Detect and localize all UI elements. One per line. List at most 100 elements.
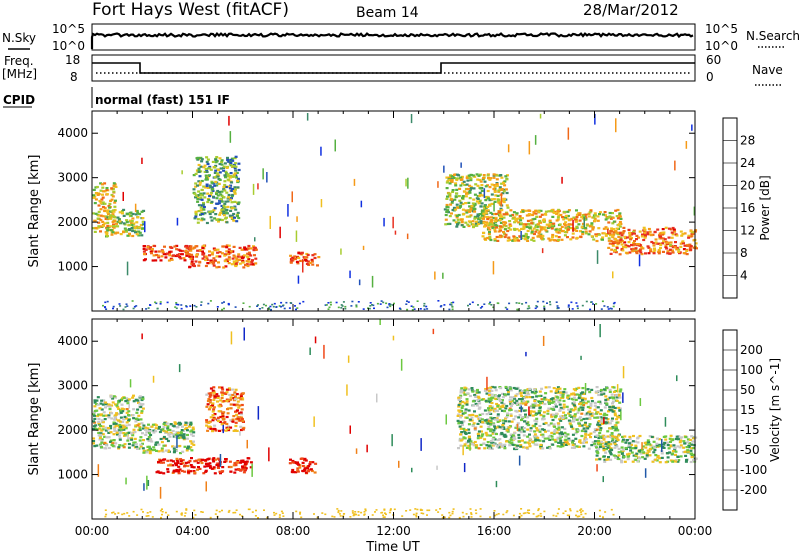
power-ground-cell: [542, 300, 545, 303]
power-streak: [541, 248, 544, 254]
velocity-cell: [531, 414, 535, 417]
power-cell: [168, 252, 172, 255]
velocity-cell: [506, 414, 509, 417]
velocity-cell: [471, 424, 475, 427]
velocity-cell: [239, 468, 242, 471]
power-cell: [445, 205, 449, 208]
velocity-ground-cell: [389, 508, 392, 510]
power-cell: [209, 186, 213, 189]
power-cell: [459, 184, 463, 187]
freq-tick-top: 18: [65, 53, 80, 67]
velocity-streak: [584, 383, 587, 393]
velocity-cell: [157, 443, 161, 446]
power-cell: [195, 253, 199, 256]
velocity-cell: [609, 458, 613, 461]
power-cell: [497, 211, 501, 214]
velocity-cell: [529, 427, 533, 430]
velocity-cell: [460, 387, 464, 390]
velocity-cell: [584, 430, 588, 433]
power-cell: [135, 225, 139, 228]
velocity-cell: [539, 445, 543, 448]
velocity-cell: [92, 437, 96, 440]
velocity-cell: [535, 395, 539, 398]
freq-panel: Freq. [MHz] 18 8 60 0 Nave: [2, 53, 783, 86]
power-cell: [614, 209, 618, 212]
velocity-cell: [177, 469, 181, 472]
velocity-cell: [577, 417, 581, 420]
power-cell: [681, 240, 685, 243]
power-cell: [227, 258, 231, 261]
power-cell: [490, 222, 494, 225]
velocity-cell: [459, 433, 462, 436]
velocity-cell: [473, 393, 477, 397]
velocity-cell: [526, 435, 530, 438]
velocity-cell: [97, 420, 101, 423]
velocity-cell: [617, 416, 621, 419]
power-cell: [151, 259, 155, 262]
velocity-cell: [656, 456, 660, 459]
velocity-cell: [613, 436, 617, 439]
velocity-cell: [638, 450, 642, 454]
velocity-cell: [547, 435, 551, 438]
velocity-cell: [485, 413, 489, 416]
power-cell: [548, 219, 552, 222]
velocity-cell: [114, 413, 118, 416]
velocity-cell: [595, 416, 599, 419]
velocity-cell: [588, 416, 592, 419]
power-cell: [97, 214, 101, 217]
velocity-cell: [501, 419, 505, 422]
velocity-cell: [235, 413, 239, 416]
power-cell: [533, 232, 536, 236]
velocity-cell: [538, 430, 542, 433]
velocity-cell: [529, 429, 533, 432]
velocity-cell: [528, 412, 532, 415]
velocity-cell: [132, 428, 136, 431]
power-cell: [488, 186, 492, 189]
velocity-cell: [172, 470, 176, 473]
velocity-cell: [679, 444, 683, 447]
power-cell: [178, 256, 182, 259]
power-cell: [557, 228, 561, 231]
velocity-ground-cell: [114, 513, 117, 515]
velocity-ground-cell: [414, 508, 417, 510]
power-cell: [506, 229, 510, 233]
power-data: [92, 113, 698, 311]
velocity-cell: [543, 437, 547, 440]
velocity-cell: [197, 466, 200, 469]
power-cell: [253, 254, 256, 257]
power-cell: [227, 262, 231, 265]
velocity-cell: [521, 439, 524, 442]
power-cell: [217, 220, 220, 223]
velocity-cell: [293, 461, 297, 464]
ytick-label: 1000: [57, 468, 88, 482]
power-cell: [163, 245, 166, 248]
power-cell: [213, 217, 217, 220]
cpid-label: CPID: [3, 93, 35, 107]
velocity-cell: [291, 468, 295, 472]
velocity-cell: [501, 396, 505, 399]
velocity-cell: [512, 386, 516, 390]
power-cell: [135, 233, 139, 236]
power-cell: [188, 247, 192, 250]
velocity-ground-cell: [132, 510, 135, 513]
power-cell: [489, 223, 493, 226]
noise-tick-top-left: 10^5: [52, 22, 85, 36]
velocity-cell: [644, 446, 648, 449]
velocity-streak: [176, 435, 178, 449]
velocity-cell: [111, 445, 115, 448]
power-cell: [218, 157, 222, 160]
velocity-cell: [213, 472, 217, 475]
power-cell: [484, 212, 488, 215]
velocity-cell: [633, 440, 637, 443]
power-cell: [219, 211, 223, 214]
velocity-cell: [213, 424, 217, 427]
velocity-cell: [164, 449, 168, 452]
velocity-cell: [207, 408, 211, 411]
power-cell: [651, 233, 655, 236]
power-cell: [476, 215, 480, 218]
velocity-ground-cell: [111, 512, 114, 514]
velocity-cell: [620, 459, 623, 462]
power-cell: [223, 180, 227, 183]
velocity-streak: [528, 406, 530, 416]
power-cell: [489, 220, 493, 223]
